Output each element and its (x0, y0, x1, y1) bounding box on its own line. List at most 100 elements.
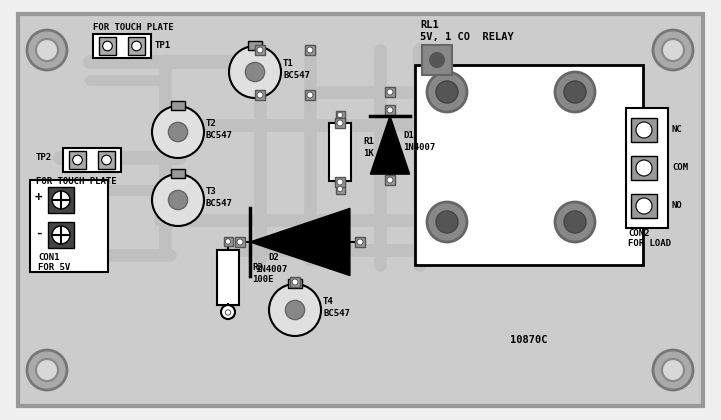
Bar (235, 237, 245, 247)
Circle shape (269, 284, 321, 336)
Text: R2: R2 (252, 262, 262, 271)
Bar (255, 45, 265, 55)
Text: +: + (35, 192, 43, 205)
Circle shape (636, 122, 652, 138)
Circle shape (636, 198, 652, 214)
Circle shape (52, 226, 70, 244)
Circle shape (225, 310, 231, 315)
Text: T3: T3 (206, 186, 217, 195)
Text: CON2: CON2 (628, 229, 650, 239)
Bar (385, 105, 395, 115)
Text: T4: T4 (323, 297, 334, 305)
Circle shape (357, 239, 363, 245)
Text: T1: T1 (283, 58, 293, 68)
Bar (224, 237, 232, 246)
Circle shape (555, 202, 595, 242)
Circle shape (636, 160, 652, 176)
Text: 1K: 1K (363, 150, 373, 158)
Text: NC: NC (672, 126, 683, 134)
Bar (68, 151, 87, 169)
Text: COM: COM (672, 163, 688, 173)
Bar (63, 148, 121, 172)
Circle shape (337, 186, 342, 192)
Text: T2: T2 (206, 118, 217, 128)
Bar (171, 101, 185, 110)
Circle shape (555, 72, 595, 112)
Text: CON1: CON1 (38, 254, 60, 262)
Circle shape (387, 107, 393, 113)
Text: BC547: BC547 (323, 309, 350, 318)
Bar (290, 277, 300, 287)
Circle shape (662, 359, 684, 381)
Circle shape (27, 350, 67, 390)
Circle shape (27, 30, 67, 70)
Bar (248, 41, 262, 50)
Text: 1N4007: 1N4007 (255, 265, 287, 273)
Bar (305, 45, 315, 55)
Circle shape (102, 41, 112, 51)
Text: -: - (35, 226, 43, 239)
Circle shape (102, 155, 111, 165)
Text: BC547: BC547 (206, 131, 233, 139)
Circle shape (36, 39, 58, 61)
Circle shape (662, 39, 684, 61)
Circle shape (436, 211, 458, 233)
Circle shape (292, 279, 298, 285)
Bar (305, 90, 315, 100)
Bar (335, 184, 345, 194)
Bar (48, 222, 74, 248)
Circle shape (245, 63, 265, 81)
Circle shape (225, 239, 231, 244)
Bar (97, 151, 115, 169)
Bar (335, 110, 345, 120)
Bar (99, 37, 116, 55)
Circle shape (564, 81, 586, 103)
Text: 10870C: 10870C (510, 335, 547, 345)
Circle shape (237, 239, 243, 245)
Bar (355, 237, 365, 247)
Text: BC547: BC547 (206, 199, 233, 207)
Circle shape (564, 211, 586, 233)
Text: 5V, 1 CO  RELAY: 5V, 1 CO RELAY (420, 32, 514, 42)
Circle shape (152, 174, 204, 226)
Circle shape (169, 122, 187, 142)
Bar (329, 123, 351, 181)
Circle shape (337, 120, 343, 126)
Text: NO: NO (672, 202, 683, 210)
Text: RL1: RL1 (420, 20, 439, 30)
Circle shape (73, 155, 82, 165)
Text: R1: R1 (363, 137, 373, 147)
Bar (30, 180, 108, 272)
Circle shape (229, 46, 281, 98)
Circle shape (427, 202, 467, 242)
Bar (631, 194, 657, 218)
Polygon shape (371, 116, 410, 174)
Circle shape (436, 81, 458, 103)
Bar (335, 177, 345, 187)
Text: TP1: TP1 (155, 42, 171, 50)
Bar (288, 279, 302, 288)
Circle shape (653, 350, 693, 390)
Text: FOR TOUCH PLATE: FOR TOUCH PLATE (36, 178, 117, 186)
Circle shape (52, 191, 70, 209)
Bar (217, 249, 239, 304)
Bar (335, 118, 345, 128)
Text: 1N4007: 1N4007 (403, 142, 435, 152)
Circle shape (337, 179, 343, 185)
Bar (255, 90, 265, 100)
Circle shape (307, 47, 313, 53)
Circle shape (307, 92, 313, 98)
Circle shape (169, 190, 187, 210)
Bar (93, 34, 151, 58)
Bar (385, 87, 395, 97)
Circle shape (387, 89, 393, 95)
Circle shape (257, 92, 263, 98)
Text: FOR 5V: FOR 5V (38, 262, 70, 271)
Circle shape (132, 41, 141, 51)
Bar (224, 308, 232, 317)
Circle shape (387, 177, 393, 183)
Polygon shape (250, 208, 350, 276)
Text: 100E: 100E (252, 275, 273, 284)
Circle shape (429, 52, 445, 68)
Text: FOR LOAD: FOR LOAD (628, 239, 671, 249)
